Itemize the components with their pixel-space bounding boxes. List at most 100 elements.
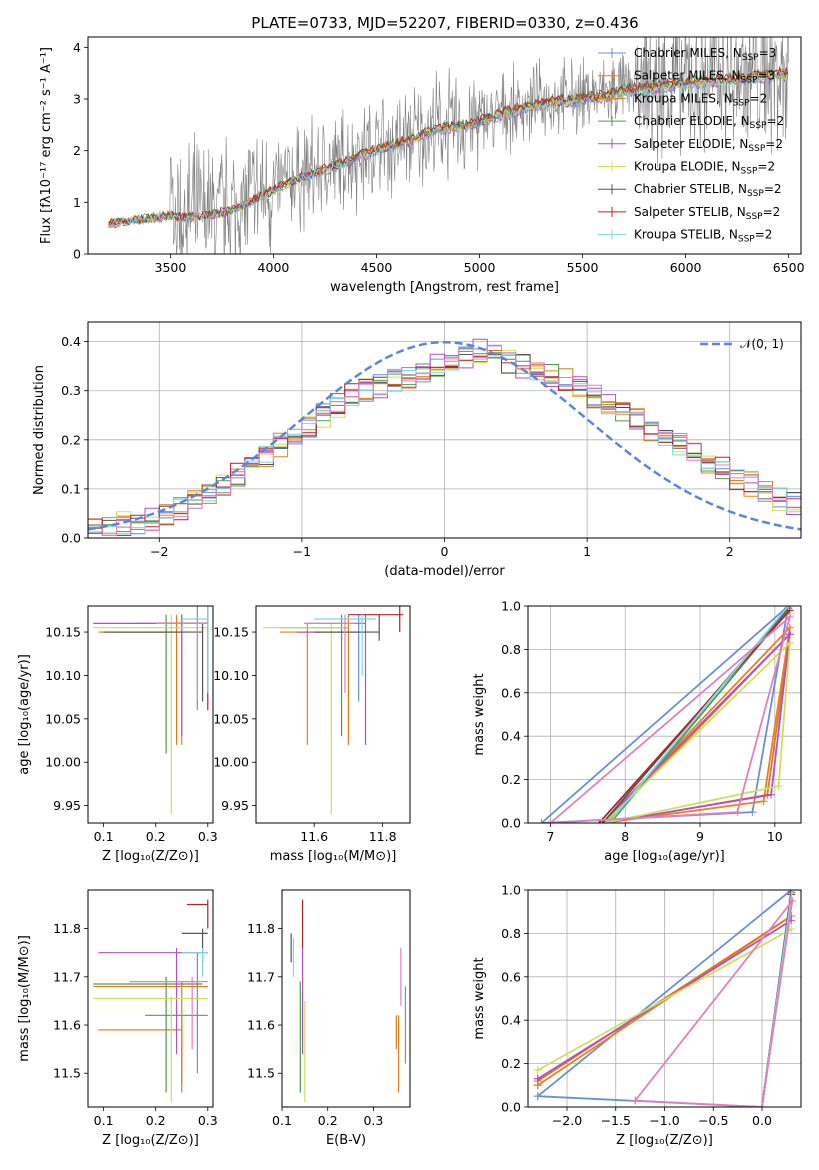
y-tick-label: 11.5 (247, 1066, 275, 1081)
axes-frame (87, 889, 214, 1108)
x-axis-label: Z [log₁₀(Z/Z⊙)] (102, 1133, 199, 1148)
legend-label-normal: 𝒩(0, 1) (740, 337, 784, 351)
y-tick-label: 2 (73, 143, 81, 158)
y-tick-label: 10.10 (45, 668, 81, 683)
y-tick-label: 0.8 (501, 926, 521, 941)
x-tick-label: 0 (441, 544, 449, 559)
x-tick-label: −1.0 (649, 1113, 679, 1128)
plot-marks (537, 606, 794, 823)
observed-spectrum-line (108, 37, 789, 254)
y-tick-label: 3 (73, 92, 81, 107)
y-tick-label: 10.05 (45, 711, 81, 726)
axes-weight-vs-age: 7 8 9 10 0.0 0.2 0.4 0.6 0.8 1.0 age [log₁₀(age/yr… (472, 599, 802, 864)
weight-age-line-10 (549, 614, 792, 823)
y-tick-label: 10.10 (213, 668, 249, 683)
x-tick-label: 0.2 (318, 1113, 338, 1128)
plot-marks (88, 338, 801, 536)
y-tick-label: 9.95 (221, 798, 249, 813)
weight-Z-point (533, 1066, 542, 1075)
weight-age-point (767, 790, 776, 799)
y-tick-label: 0.4 (501, 729, 521, 744)
x-tick-label: 5000 (464, 260, 496, 275)
x-axis-label: mass [log₁₀(M/M⊙)] (270, 849, 397, 864)
weight-age-point (759, 797, 768, 806)
weight-Z-point (788, 896, 797, 905)
axes-spectrum: 3500 4000 4500 5000 5500 6000 6500 0 1 2 3 4 wavelen… (39, 36, 805, 295)
y-tick-label: 11.7 (247, 969, 275, 984)
plot-layer: 3500 4000 4500 5000 5500 6000 6500 0 1 2 3 4 wavelen… (17, 36, 805, 1148)
x-axis-label: Z [log₁₀(Z/Z⊙)] (616, 1133, 713, 1148)
axes-age-vs-mass: 11.6 11.8 9.95 10.00 10.05 10.10 10.15 mass [lo… (213, 605, 411, 864)
normal-distribution-curve (88, 340, 801, 531)
x-tick-label: 0.1 (94, 1113, 114, 1128)
weight-age-line-5 (602, 631, 791, 823)
y-tick-label: 11.6 (247, 1018, 275, 1033)
legend-label: Salpeter STELIB, NSSP=2 (634, 205, 780, 222)
y-tick-label: 11.7 (53, 969, 81, 984)
weight-age-line-2 (602, 625, 792, 823)
x-tick-label: −2.0 (552, 1113, 582, 1128)
y-axis-label: mass [log₁₀(M/M⊙)] (17, 935, 32, 1062)
spectrum-legend: Chabrier MILES, NSSP=3 Salpeter MILES, NS… (598, 46, 784, 245)
x-tick-label: 6000 (670, 260, 702, 275)
axes-frame (87, 36, 802, 255)
weight-age-point (733, 808, 742, 817)
x-tick-label: 0.2 (146, 829, 166, 844)
x-axis-label: wavelength [Angstrom, rest frame] (330, 280, 559, 295)
x-tick-label: 0.1 (272, 1113, 292, 1128)
legend-label: Salpeter MILES, NSSP=3 (634, 69, 775, 86)
y-tick-label: 0.0 (501, 1100, 521, 1115)
x-tick-label: 11.6 (300, 829, 328, 844)
x-axis-label: Z [log₁₀(Z/Z⊙)] (102, 849, 199, 864)
x-tick-label: 7 (546, 829, 554, 844)
y-axis-label: mass weight (472, 673, 487, 755)
model-spectrum-line-8 (108, 65, 789, 226)
y-tick-label: 0.4 (61, 334, 81, 349)
weight-age-point (784, 606, 793, 610)
y-tick-label: 10.15 (213, 625, 249, 640)
y-tick-label: 10.00 (213, 755, 249, 770)
legend-label: Chabrier STELIB, NSSP=2 (634, 182, 782, 199)
y-tick-label: 11.5 (53, 1066, 81, 1081)
x-tick-label: 0.1 (94, 829, 114, 844)
y-tick-label: 0.0 (501, 816, 521, 831)
x-tick-label: 8 (621, 829, 629, 844)
weight-age-point (785, 630, 794, 639)
axes-frame (281, 889, 411, 1108)
weight-age-point (537, 819, 546, 823)
x-tick-label: 3500 (155, 260, 187, 275)
plot-marks (108, 37, 789, 254)
axes-mass-vs-Z: 0.1 0.2 0.3 11.5 11.6 11.7 11.8 Z [log₁₀(Z/Z⊙)]… (17, 889, 218, 1148)
x-tick-label: 6500 (773, 260, 805, 275)
axes-frame (527, 889, 802, 1108)
y-axis-label: age [log₁₀(age/yr)] (17, 654, 32, 775)
legend-label: Kroupa STELIB, NSSP=2 (634, 228, 772, 245)
residual-histogram-step-10 (88, 344, 801, 536)
y-tick-label: 9.95 (53, 798, 81, 813)
y-axis-label: mass weight (472, 957, 487, 1039)
y-tick-label: 0.4 (501, 1013, 521, 1028)
x-tick-label: 0.3 (198, 829, 218, 844)
axes-frame (527, 605, 802, 824)
legend-label: Kroupa ELODIE, NSSP=2 (634, 160, 775, 177)
y-axis-label: Flux [fλ10⁻¹⁷ erg cm⁻² s⁻¹ A⁻¹] (39, 47, 54, 244)
x-axis-label: E(B-V) (326, 1133, 366, 1148)
y-tick-label: 10.05 (213, 711, 249, 726)
axes-weight-vs-Z: −2.0 −1.5 −1.0 −0.5 0.0 0.0 0.2 0.4 0.6 0.8 1.0 Z [… (472, 883, 802, 1148)
x-tick-label: −1 (293, 544, 311, 559)
plot-marks (93, 606, 209, 815)
x-tick-label: −1.5 (601, 1113, 631, 1128)
weight-age-point (546, 819, 555, 823)
x-axis-label: age [log₁₀(age/yr)] (604, 849, 725, 864)
y-tick-label: 0.3 (61, 383, 81, 398)
y-tick-label: 10.00 (45, 755, 81, 770)
plot-marks (533, 890, 797, 1107)
plot-marks (262, 606, 404, 815)
weight-Z-point (758, 1103, 766, 1107)
y-tick-label: 4 (73, 40, 81, 55)
x-tick-label: −2 (150, 544, 168, 559)
weight-Z-point (533, 1092, 542, 1101)
x-tick-label: 5500 (567, 260, 599, 275)
weight-Z-line-10 (634, 897, 794, 1107)
